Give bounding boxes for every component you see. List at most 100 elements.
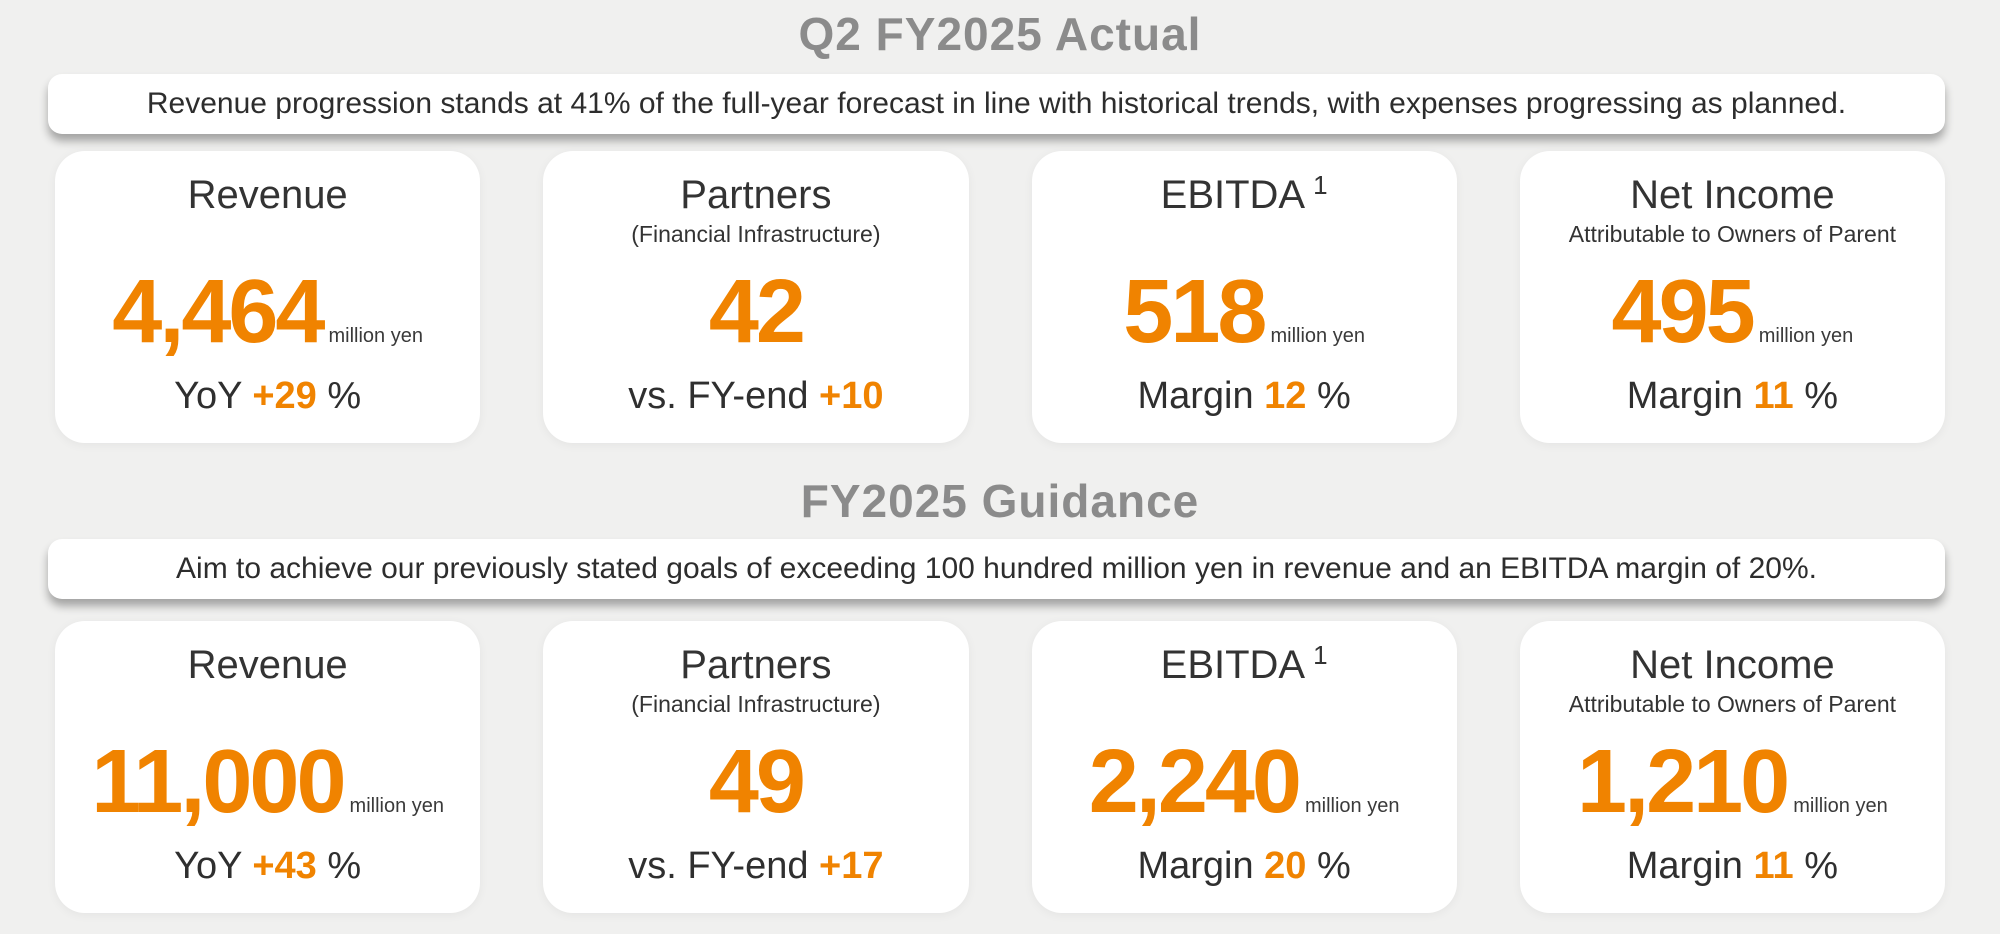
kpi-card-revenue: Revenue 11,000 million yen YoY +43 % <box>55 621 481 913</box>
kpi-card-header: Revenue <box>188 171 348 259</box>
kpi-change-label: Margin <box>1626 375 1754 417</box>
kpi-unit: million yen <box>349 795 445 817</box>
kpi-unit: million yen <box>328 325 423 347</box>
kpi-title-text: Revenue <box>187 643 348 687</box>
section-title: Q2 FY2025 Actual <box>798 8 1202 60</box>
kpi-title: Partners <box>631 171 880 219</box>
kpi-card-header: Net Income Attributable to Owners of Par… <box>1569 171 1896 259</box>
kpi-value: 42 <box>708 262 806 362</box>
kpi-title-text: Partners <box>680 173 832 217</box>
kpi-change-value: 11 <box>1753 845 1794 887</box>
summary-banner: Aim to achieve our previously stated goa… <box>48 539 1945 599</box>
kpi-title-text: EBITDA <box>1160 643 1306 687</box>
kpi-change-suffix: % <box>1793 375 1838 417</box>
kpi-change-value: 11 <box>1753 375 1794 417</box>
kpi-value-row: 2,240 million yen <box>1089 733 1400 831</box>
kpi-card-partners: Partners (Financial Infrastructure) 42 v… <box>543 151 969 443</box>
kpi-change-label: vs. FY-end <box>628 845 820 887</box>
kpi-card-header: EBITDA 1 <box>1161 171 1328 259</box>
kpi-subtitle: (Financial Infrastructure) <box>631 221 881 247</box>
kpi-card-header: Partners (Financial Infrastructure) <box>631 641 880 729</box>
kpi-change-value: +10 <box>819 375 884 417</box>
kpi-change-label: Margin <box>1626 845 1754 887</box>
kpi-unit: million yen <box>1758 325 1854 347</box>
kpi-change-line: Margin 20 % <box>1137 843 1350 889</box>
summary-banner: Revenue progression stands at 41% of the… <box>48 74 1945 134</box>
kpi-change-label: Margin <box>1137 845 1265 887</box>
kpi-subtitle: Attributable to Owners of Parent <box>1568 221 1897 247</box>
kpi-card-partners: Partners (Financial Infrastructure) 49 v… <box>543 621 969 913</box>
kpi-value-row: 11,000 million yen <box>91 733 444 831</box>
summary-banner-text: Revenue progression stands at 41% of the… <box>146 87 1847 120</box>
kpi-change-suffix: % <box>1306 375 1351 417</box>
kpi-title: Net Income <box>1569 641 1896 689</box>
kpi-change-suffix: % <box>1306 845 1351 887</box>
kpi-title: Revenue <box>188 641 348 689</box>
kpi-value: 495 <box>1611 262 1756 362</box>
kpi-value: 518 <box>1123 262 1267 362</box>
kpi-value-row: 4,464 million yen <box>112 263 423 361</box>
footnote-marker: 1 <box>1313 169 1328 200</box>
kpi-value-row: 42 <box>708 262 806 362</box>
kpi-title-text: EBITDA <box>1160 173 1306 217</box>
kpi-unit: million yen <box>1793 795 1888 817</box>
kpi-value: 11,000 <box>91 732 346 832</box>
kpi-card-row: Revenue 11,000 million yen YoY +43 % Par… <box>55 621 1945 913</box>
section-title: FY2025 Guidance <box>800 475 1200 527</box>
kpi-change-line: vs. FY-end +17 <box>628 843 883 889</box>
kpi-title-text: Partners <box>680 643 832 687</box>
kpi-title: Net Income <box>1569 171 1896 219</box>
section-q2-actual: Q2 FY2025 Actual Revenue progression sta… <box>0 0 2000 443</box>
kpi-card-header: Partners (Financial Infrastructure) <box>631 171 880 259</box>
kpi-change-label: Margin <box>1137 375 1265 417</box>
kpi-value-row: 495 million yen <box>1612 263 1854 361</box>
kpi-card-row: Revenue 4,464 million yen YoY +29 % Part… <box>55 151 1945 443</box>
kpi-card-revenue: Revenue 4,464 million yen YoY +29 % <box>55 151 481 443</box>
kpi-change-line: Margin 11 % <box>1627 373 1838 419</box>
kpi-change-value: +29 <box>252 375 317 417</box>
kpi-subtitle: Attributable to Owners of Parent <box>1568 691 1897 717</box>
kpi-change-value: 20 <box>1264 845 1307 887</box>
kpi-unit: million yen <box>1270 325 1365 347</box>
kpi-title: EBITDA 1 <box>1161 171 1328 219</box>
kpi-change-line: YoY +29 % <box>174 373 361 419</box>
kpi-title: Revenue <box>188 171 348 219</box>
kpi-value: 4,464 <box>112 262 325 362</box>
kpi-value-row: 1,210 million yen <box>1577 733 1888 831</box>
kpi-title-text: Net Income <box>1630 643 1835 687</box>
kpi-value: 2,240 <box>1088 732 1302 832</box>
summary-banner-text: Aim to achieve our previously stated goa… <box>176 552 1817 585</box>
kpi-change-suffix: % <box>316 845 362 887</box>
kpi-card-ebitda: EBITDA 1 518 million yen Margin 12 % <box>1031 151 1457 443</box>
kpi-title: Partners <box>631 641 880 689</box>
kpi-change-line: YoY +43 % <box>174 843 361 889</box>
kpi-value-row: 518 million yen <box>1123 263 1365 361</box>
kpi-title-text: Revenue <box>187 173 348 217</box>
kpi-subtitle: (Financial Infrastructure) <box>631 691 881 717</box>
kpi-change-value: 12 <box>1264 375 1307 417</box>
kpi-card-header: Net Income Attributable to Owners of Par… <box>1569 641 1896 729</box>
kpi-title: EBITDA 1 <box>1161 641 1328 689</box>
kpi-value: 49 <box>708 732 806 832</box>
section-fy2025-guidance: FY2025 Guidance Aim to achieve our previ… <box>0 443 2000 913</box>
kpi-unit: million yen <box>1305 795 1400 817</box>
kpi-value: 1,210 <box>1577 732 1790 832</box>
kpi-card-header: EBITDA 1 <box>1161 641 1328 729</box>
kpi-change-label: YoY <box>174 375 253 417</box>
kpi-change-suffix: % <box>1793 845 1838 887</box>
footnote-marker: 1 <box>1313 639 1328 670</box>
kpi-change-label: YoY <box>174 845 253 887</box>
kpi-card-ebitda: EBITDA 1 2,240 million yen Margin 20 % <box>1031 621 1457 913</box>
kpi-change-suffix: % <box>316 375 362 417</box>
kpi-card-net-income: Net Income Attributable to Owners of Par… <box>1519 151 1945 443</box>
kpi-title-text: Net Income <box>1630 173 1835 217</box>
kpi-change-line: Margin 12 % <box>1137 373 1350 419</box>
kpi-change-line: Margin 11 % <box>1627 843 1838 889</box>
kpi-change-line: vs. FY-end +10 <box>628 373 883 419</box>
kpi-change-label: vs. FY-end <box>628 375 820 417</box>
kpi-card-net-income: Net Income Attributable to Owners of Par… <box>1519 621 1945 913</box>
kpi-change-value: +17 <box>819 845 884 887</box>
kpi-value-row: 49 <box>708 732 806 832</box>
kpi-card-header: Revenue <box>188 641 348 729</box>
